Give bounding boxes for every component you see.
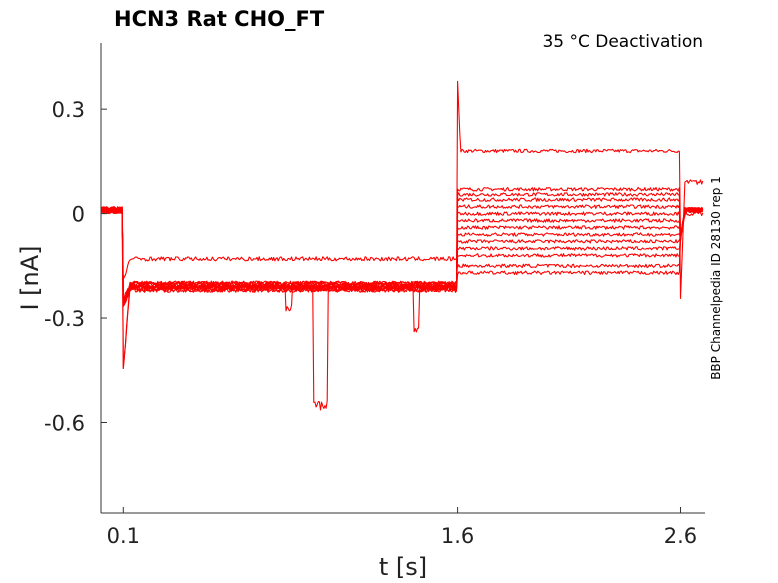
current-trace — [100, 206, 703, 333]
current-trace — [100, 206, 703, 302]
y-axis-label: I [nA] — [16, 245, 44, 310]
x-axis-label: t [s] — [379, 553, 427, 581]
x-tick-label: 0.1 — [107, 524, 140, 548]
chart-title: HCN3 Rat CHO_FT — [114, 7, 325, 31]
current-trace — [100, 206, 704, 307]
x-tick-label: 2.6 — [664, 524, 697, 548]
current-trace — [100, 179, 704, 369]
y-tick-label: 0.3 — [52, 98, 85, 122]
current-trace — [100, 207, 704, 306]
current-trace — [100, 197, 704, 411]
condition-annotation: 35 °C Deactivation — [542, 32, 703, 52]
current-trace — [100, 80, 704, 370]
y-tick-label: -0.6 — [44, 411, 85, 435]
y-tick-label: 0 — [72, 203, 85, 227]
current-trace — [100, 206, 704, 281]
y-tick-label: -0.3 — [44, 307, 85, 331]
current-trace — [100, 206, 704, 304]
x-tick-label: 1.6 — [441, 524, 474, 548]
trace-group — [100, 80, 704, 411]
y-tick-group: 0.3 0 -0.3 -0.6 — [44, 98, 107, 435]
channelpedia-id-label: BBP Channelpedia ID 28130 rep 1 — [709, 176, 723, 380]
x-tick-group: 0.1 1.6 2.6 — [107, 507, 697, 548]
